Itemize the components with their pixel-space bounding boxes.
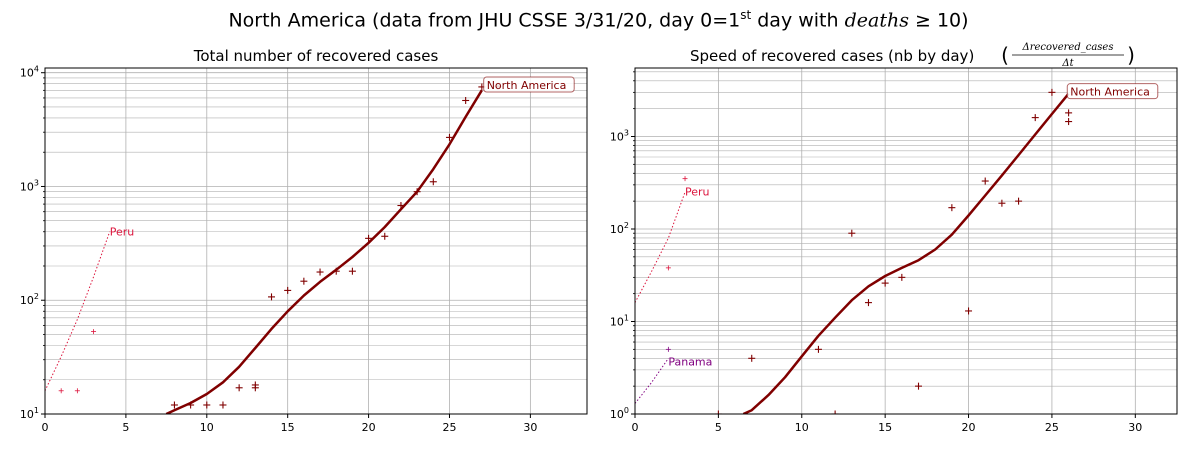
gridlines	[634, 68, 1177, 415]
data-point-north-america	[831, 410, 839, 414]
y-tick-label: 104	[20, 65, 39, 80]
x-tick-label: 0	[42, 421, 49, 434]
data-point-north-america	[998, 199, 1006, 207]
data-point-north-america	[381, 232, 389, 240]
plot-frame	[634, 67, 1178, 415]
data-point-north-america	[948, 204, 956, 212]
series-line-peru	[635, 192, 686, 303]
data-point-north-america	[170, 401, 178, 409]
annotation-peru: Peru	[110, 226, 135, 239]
gridlines	[44, 68, 587, 415]
data-point-peru	[58, 388, 64, 394]
x-tick-label: 20	[962, 421, 976, 434]
data-point-north-america	[251, 381, 259, 389]
data-point-north-america	[397, 202, 405, 210]
x-tick-label: 30	[1128, 421, 1142, 434]
x-tick-label: 15	[281, 421, 295, 434]
data-point-peru	[74, 388, 80, 394]
recovered-total-chart: Total number of recovered cases North Am…	[20, 47, 588, 434]
data-point-north-america	[462, 96, 470, 104]
x-tick-label: 10	[795, 421, 809, 434]
data-point-north-america	[1065, 109, 1073, 117]
x-tick-label: 15	[878, 421, 892, 434]
series-line-north-america	[742, 92, 1070, 414]
series-line-peru	[45, 231, 111, 392]
speed-title-fraction: Δrecovered_cases Δt ( )	[1001, 42, 1135, 69]
data-point-north-america	[1065, 118, 1073, 126]
data-point-north-america	[965, 307, 973, 315]
data-point-panama	[665, 346, 671, 352]
data-point-north-america	[187, 401, 195, 409]
y-tick-label: 102	[610, 221, 629, 236]
data-point-north-america	[365, 234, 373, 242]
fraction-numerator: Δrecovered_cases	[1022, 42, 1114, 53]
y-tick-label: 103	[20, 178, 39, 193]
chart-title-total-recovered: Total number of recovered cases	[193, 47, 439, 65]
series-line-north-america	[165, 89, 483, 414]
data-point-peru	[682, 176, 688, 182]
data-point-north-america	[748, 354, 756, 362]
x-tick-label: 5	[122, 421, 129, 434]
series-line-panama	[635, 358, 669, 404]
data-point-north-america	[348, 267, 356, 275]
x-tick-label: 25	[1045, 421, 1059, 434]
data-point-north-america	[413, 188, 421, 196]
x-tick-label: 10	[200, 421, 214, 434]
data-point-north-america	[915, 382, 923, 390]
plot-area	[635, 88, 1073, 414]
recovered-speed-chart: Speed of recovered cases (nb by day) Δre…	[610, 42, 1178, 434]
data-point-north-america	[1048, 88, 1056, 96]
data-point-north-america	[714, 410, 722, 414]
annotation-box	[483, 76, 575, 93]
data-point-north-america	[445, 133, 453, 141]
chart-title-speed-recovered: Speed of recovered cases (nb by day)	[690, 47, 974, 65]
annotation-box	[1066, 83, 1159, 100]
y-tick-label: 103	[610, 128, 629, 143]
x-tick-label: 5	[715, 421, 722, 434]
annotation-peru: Peru	[685, 185, 710, 198]
data-point-north-america	[981, 177, 989, 185]
data-point-north-america	[300, 277, 308, 285]
data-point-north-america	[1015, 197, 1023, 205]
data-point-north-america	[848, 229, 856, 237]
plot-area	[45, 82, 502, 414]
y-tick-label: 100	[610, 406, 629, 421]
data-point-north-america	[219, 401, 227, 409]
data-point-north-america	[235, 384, 243, 392]
data-point-peru	[91, 329, 97, 335]
data-point-north-america	[881, 279, 889, 287]
data-point-north-america	[429, 178, 437, 186]
annotation-label-panama: Panama	[668, 355, 712, 368]
data-point-north-america	[284, 286, 292, 294]
data-point-north-america	[332, 267, 340, 275]
annotation-north-america: North America	[1066, 83, 1159, 100]
y-tick-label: 101	[20, 406, 39, 421]
data-point-north-america	[898, 273, 906, 281]
annotation-north-america: North America	[483, 76, 575, 93]
annotation-label-north-america: North America	[1070, 86, 1150, 99]
data-point-north-america	[1031, 114, 1039, 122]
figure-title: North America (data from JHU CSSE 3/31/2…	[228, 8, 969, 32]
x-tick-label: 30	[523, 421, 537, 434]
annotation-label-peru: Peru	[685, 185, 710, 198]
x-tick-label: 0	[632, 421, 639, 434]
annotation-label-peru: Peru	[110, 226, 135, 239]
plot-frame	[44, 67, 588, 415]
data-point-north-america	[268, 293, 276, 301]
data-point-peru	[665, 265, 671, 271]
fraction-open-paren: (	[1001, 43, 1009, 67]
annotation-label-north-america: North America	[487, 79, 567, 92]
fraction-denominator: Δt	[1061, 58, 1074, 69]
data-point-north-america	[316, 268, 324, 276]
data-point-north-america	[864, 299, 872, 307]
data-point-north-america	[814, 345, 822, 353]
fraction-close-paren: )	[1127, 43, 1135, 67]
x-tick-label: 20	[362, 421, 376, 434]
data-point-north-america	[203, 401, 211, 409]
x-tick-label: 25	[442, 421, 456, 434]
y-tick-label: 101	[610, 313, 629, 328]
y-tick-label: 102	[20, 292, 39, 307]
annotation-panama: Panama	[668, 355, 712, 368]
